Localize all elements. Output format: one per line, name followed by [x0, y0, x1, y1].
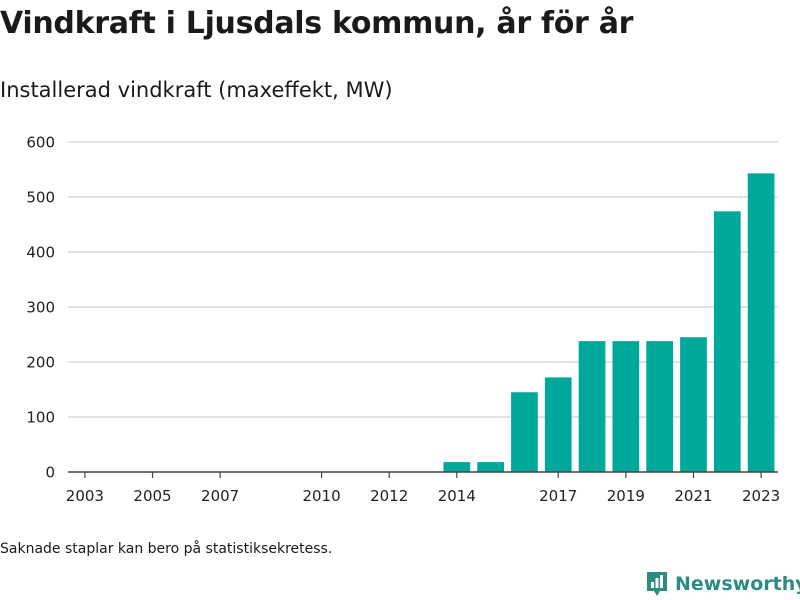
bars [443, 173, 775, 473]
x-tick-label-2017: 2017 [539, 487, 577, 505]
brand-logo[interactable]: Newsworthy [645, 568, 800, 600]
brand-name: Newsworthy [675, 573, 800, 595]
x-tick-label-2012: 2012 [370, 487, 408, 505]
y-tick-label-0: 0 [45, 464, 55, 482]
y-tick-label-600: 600 [26, 134, 55, 152]
chart-title: Vindkraft i Ljusdals kommun, år för år [0, 6, 634, 41]
chart-subtitle: Installerad vindkraft (maxeffekt, MW) [0, 78, 393, 102]
bar-chart: 0 100 200 300 400 500 600 2003 2005 2007 2010 2012… [26, 134, 780, 506]
x-tick-label-2007: 2007 [201, 487, 239, 505]
y-tick-label-400: 400 [26, 244, 55, 262]
bar-2016 [511, 392, 538, 472]
bar-2021 [680, 337, 707, 472]
bar-chart-logo-icon [647, 572, 667, 596]
bar-2018 [578, 341, 606, 472]
x-tick-label-2014: 2014 [438, 487, 476, 505]
x-tick-label-2010: 2010 [302, 487, 340, 505]
bar-2014 [443, 462, 471, 472]
bar-2017 [544, 377, 572, 472]
y-tick-label-500: 500 [26, 189, 55, 207]
x-tick-label-2005: 2005 [133, 487, 171, 505]
x-tick-label-2023: 2023 [742, 487, 780, 505]
x-axis-ticks: 2003 2005 2007 2010 2012 2014 2017 2019 2021 2023 [66, 472, 780, 505]
x-tick-label-2021: 2021 [674, 487, 712, 505]
bar-2020 [646, 341, 674, 472]
y-tick-label-100: 100 [26, 409, 55, 427]
gridlines [68, 141, 778, 418]
bar-2015 [477, 462, 504, 472]
bar-2022 [713, 211, 741, 473]
y-axis-ticks: 0 100 200 300 400 500 600 [26, 134, 55, 482]
x-tick-label-2019: 2019 [607, 487, 645, 505]
y-tick-label-200: 200 [26, 354, 55, 372]
footnote: Saknade staplar kan bero på statistiksek… [0, 541, 333, 557]
bar-2023 [747, 173, 775, 472]
x-tick-label-2003: 2003 [66, 487, 104, 505]
bar-2019 [612, 341, 640, 472]
y-tick-label-300: 300 [26, 299, 55, 317]
